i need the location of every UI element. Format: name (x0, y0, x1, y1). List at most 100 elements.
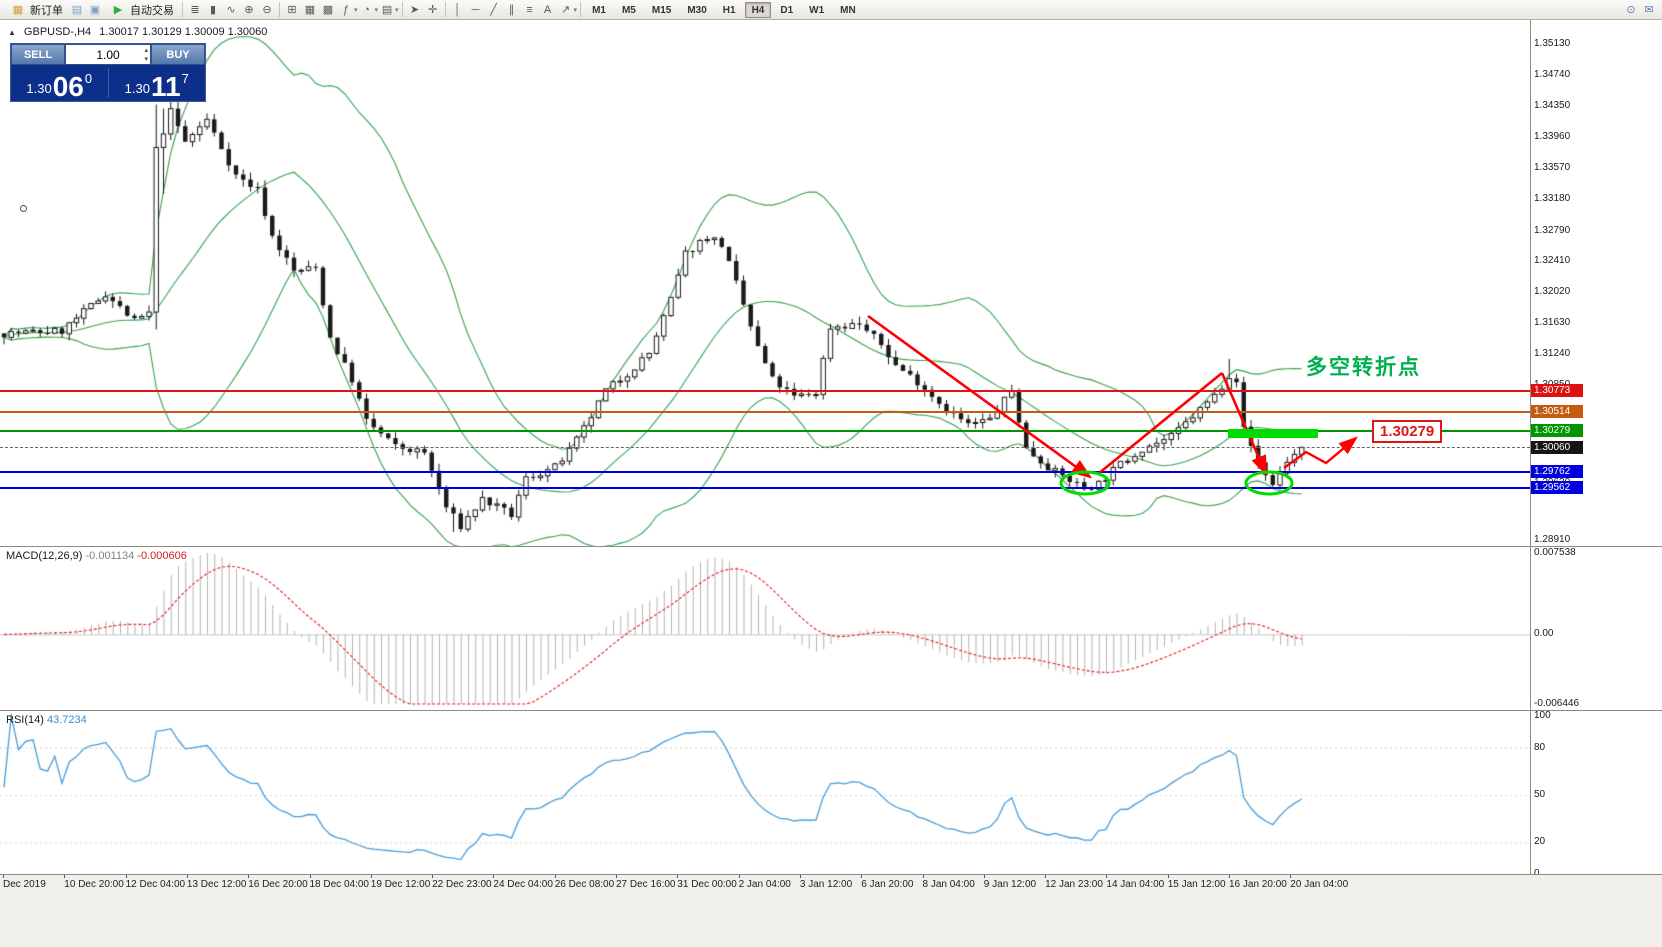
time-tick (125, 875, 127, 878)
horizontal-line-icon[interactable]: ─ (471, 3, 480, 16)
chart-canvas[interactable] (0, 20, 1530, 874)
volume-field[interactable]: 1.00 ▴ ▾ (65, 44, 151, 65)
price-tick: 1.34740 (1534, 69, 1571, 81)
turning-point-text[interactable]: 多空转折点 (1306, 356, 1421, 379)
candlestick-chart-type-icon[interactable]: ▮ (209, 4, 217, 16)
date-label: 15 Jan 12:00 (1167, 879, 1226, 890)
chart-window-icon[interactable]: ▤ (71, 4, 83, 16)
timeframe-h4-button[interactable]: H4 (744, 1, 772, 18)
fibonacci-icon[interactable]: ≡ (526, 3, 533, 16)
price-tick: 1.31240 (1534, 348, 1571, 360)
arrows-tool-caret-icon[interactable]: ▾ (573, 6, 578, 14)
search-icon[interactable]: ⊙ (1626, 4, 1636, 16)
cursor-icon[interactable]: ➤ (409, 4, 420, 16)
time-tick (1045, 875, 1047, 878)
time-tick (370, 875, 372, 878)
timeframe-m5-button[interactable]: M5 (621, 4, 636, 16)
zoom-out-icon[interactable]: ⊖ (262, 4, 272, 16)
date-label: 12 Jan 23:00 (1045, 879, 1103, 890)
timeframe-d1-button[interactable]: D1 (780, 4, 794, 16)
date-label: 3 Jan 12:00 (799, 879, 853, 890)
price-tick: 1.34350 (1534, 100, 1571, 112)
timeframe-mn-button[interactable]: MN (840, 4, 856, 16)
timeframe-w1-button[interactable]: W1 (809, 4, 825, 16)
pane-separator-macd[interactable] (0, 546, 1662, 547)
buy-button[interactable]: BUY (151, 44, 205, 65)
new-order-button[interactable]: ▦ 新订单 (4, 1, 68, 19)
volume-up-icon[interactable]: ▴ (144, 47, 148, 54)
date-label: 26 Dec 08:00 (554, 879, 615, 890)
timeframe-m1-button[interactable]: M1 (592, 4, 606, 16)
date-label: 16 Dec 20:00 (248, 879, 308, 890)
price-divider (107, 68, 109, 98)
vertical-line-icon[interactable]: │ (454, 3, 461, 16)
macd-signal-value: -0.000606 (137, 550, 187, 562)
date-label: 16 Jan 20:00 (1229, 879, 1287, 890)
price-marker-1.30773: 1.30773 (1531, 384, 1583, 398)
macd-title: MACD(12,26,9) (6, 550, 83, 562)
periods-caret-icon[interactable]: ▾ (374, 6, 379, 14)
timeframe-m15-button[interactable]: M15 (651, 4, 672, 16)
date-label: 27 Dec 16:00 (616, 879, 676, 890)
indicators-caret-icon[interactable]: ▾ (354, 6, 358, 14)
text-tool-icon[interactable]: A (543, 3, 552, 16)
zoom-in-icon[interactable]: ⊕ (244, 4, 254, 16)
hline-1.29562[interactable] (0, 487, 1530, 489)
auto-trading-button[interactable]: ▶ 自动交易 (104, 1, 179, 19)
symbol-period-label: GBPUSD-,H4 (23, 26, 92, 38)
trendline-icon[interactable]: ╱ (490, 4, 497, 16)
hline-1.30060[interactable] (0, 447, 1530, 449)
indicators-icon[interactable]: ƒ (342, 3, 350, 16)
price-axis[interactable]: 1.35130 1.34740 1.34350 1.33960 1.33570 1.331… (1530, 0, 1662, 894)
sell-price[interactable]: 1.30 06 0 (11, 65, 108, 101)
price-tick: 1.33960 (1534, 131, 1571, 143)
pane-separator-rsi[interactable] (0, 710, 1662, 711)
time-tick (432, 875, 434, 878)
rsi-axis-tick: 50 (1534, 789, 1546, 800)
templates-caret-icon[interactable]: ▾ (395, 6, 399, 14)
time-tick (738, 875, 740, 878)
toolbar-separator (279, 2, 280, 17)
date-label: 18 Dec 04:00 (309, 879, 370, 890)
time-axis[interactable]: Dec 2019 10 Dec 20:00 12 Dec 04:00 13 Dec 1… (0, 875, 1662, 947)
templates-icon[interactable]: ▤ (381, 4, 393, 16)
arrows-tool-icon[interactable]: ↗ (560, 4, 571, 16)
hline-1.30773[interactable] (0, 390, 1530, 393)
line-chart-type-icon[interactable]: ∿ (226, 4, 236, 16)
sell-button[interactable]: SELL (11, 44, 65, 65)
volume-down-icon[interactable]: ▾ (144, 56, 148, 63)
date-label: 9 Jan 12:00 (983, 879, 1037, 890)
market-watch-icon[interactable]: ▣ (89, 4, 101, 16)
hline-1.29762[interactable] (0, 471, 1530, 474)
collapse-triangle-icon[interactable]: ▲ (8, 27, 16, 37)
price-tick: 1.32790 (1534, 224, 1571, 236)
timeframe-m30-button[interactable]: M30 (687, 4, 707, 16)
price-marker-1.30060: 1.30060 (1531, 441, 1583, 455)
arrange-windows-icon[interactable]: ▩ (322, 4, 334, 16)
channel-icon[interactable]: ∥ (508, 4, 515, 16)
tile-windows-icon[interactable]: ⊞ (287, 4, 297, 16)
price-tag[interactable]: 1.30279 (1372, 420, 1443, 443)
volume-spinner[interactable]: ▴ ▾ (144, 46, 148, 64)
object-anchor-circle[interactable] (20, 205, 27, 212)
time-tick (1290, 875, 1292, 878)
hline-1.30514[interactable] (0, 411, 1530, 414)
time-tick (248, 875, 250, 878)
date-label: 14 Jan 04:00 (1106, 879, 1165, 890)
buy-price[interactable]: 1.30 11 7 (109, 65, 206, 101)
timeframe-h1-button[interactable]: H1 (722, 4, 736, 16)
toolbar-separator (580, 2, 582, 17)
chat-icon[interactable]: ✉ (1644, 4, 1654, 16)
hline-1.30279[interactable] (0, 429, 1530, 432)
time-tick (799, 875, 801, 878)
crosshair-icon[interactable]: ✛ (427, 4, 438, 16)
price-marker-1.30514: 1.30514 (1531, 405, 1583, 419)
cascade-windows-icon[interactable]: ▦ (304, 4, 316, 16)
periods-icon[interactable]: ◔ (363, 3, 370, 16)
time-tick (1167, 875, 1169, 878)
price-marker-1.30279: 1.30279 (1531, 423, 1583, 437)
price-tick: 1.33570 (1534, 162, 1571, 174)
bar-chart-type-icon[interactable]: ≣ (190, 4, 200, 16)
pane-separator-time (0, 874, 1662, 875)
